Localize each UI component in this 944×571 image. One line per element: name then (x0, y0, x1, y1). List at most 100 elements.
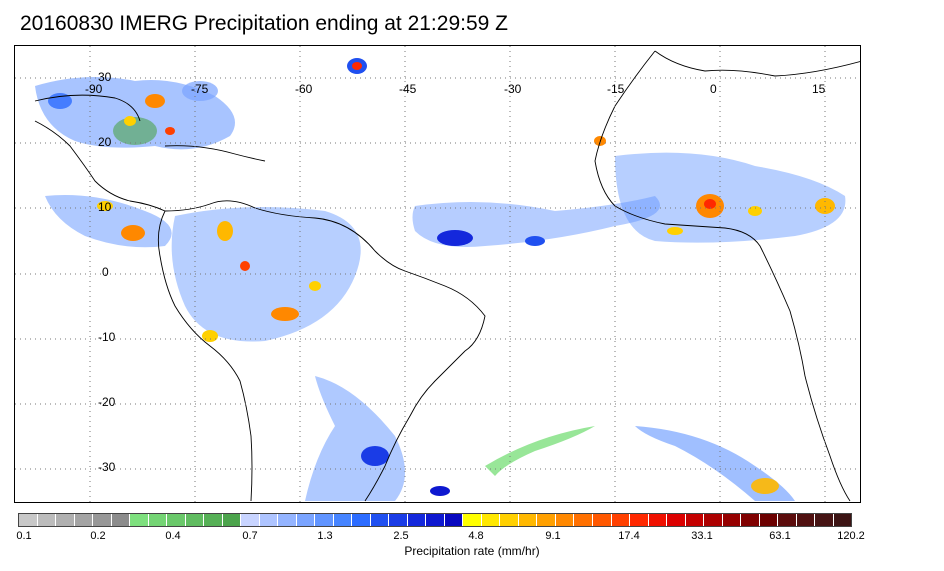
colorbar-cell (370, 514, 390, 526)
precip-cell (113, 117, 157, 145)
precip-area-south-atlantic-arc (485, 426, 595, 476)
colorbar-cell (185, 514, 205, 526)
colorbar-cell (555, 514, 575, 526)
colorbar-cell (630, 514, 649, 526)
lat-label: -20 (98, 395, 116, 409)
colorbar-cell (611, 514, 631, 526)
colorbar-cell (796, 514, 816, 526)
precip-cell (165, 127, 175, 135)
precip-cell (121, 225, 145, 241)
colorbar-cell (759, 514, 779, 526)
precip-cell (525, 236, 545, 246)
colorbar-cell (537, 514, 556, 526)
colorbar-cell (574, 514, 593, 526)
colorbar-tick-label: 0.2 (90, 530, 106, 542)
lon-label: -15 (607, 82, 625, 96)
colorbar-cell (111, 514, 131, 526)
lat-label: -10 (98, 330, 116, 344)
colorbar-cell (778, 514, 797, 526)
colorbar-cell (93, 514, 112, 526)
colorbar-tick-label: 120.2 (837, 530, 865, 542)
precipitation-map: -90 -75 -60 -45 -30 -15 0 15 30 20 10 0 … (14, 45, 861, 503)
precip-cell (667, 227, 683, 235)
colorbar-cell (481, 514, 501, 526)
colorbar-tick-label: 0.1 (16, 530, 32, 542)
precip-cell (240, 261, 250, 271)
colorbar-cell (389, 514, 408, 526)
colorbar-cell (592, 514, 612, 526)
lat-label: 10 (98, 200, 112, 214)
colorbar-cell (741, 514, 760, 526)
colorbar-tick-label: 33.1 (691, 530, 713, 542)
precip-cell (271, 307, 299, 321)
colorbar-cell (296, 514, 316, 526)
precip-area-itcz (412, 196, 660, 247)
colorbar-cell (333, 514, 353, 526)
lon-label: 0 (710, 82, 717, 96)
precip-cell (437, 230, 473, 246)
precip-cell (430, 486, 450, 496)
colorbar-label: Precipitation rate (mm/hr) (404, 544, 540, 558)
colorbar (18, 513, 852, 527)
colorbar-cell (130, 514, 149, 526)
colorbar-tick-label: 9.1 (545, 530, 561, 542)
precip-cell (124, 116, 136, 126)
lon-label: -30 (504, 82, 522, 96)
precip-cell (361, 446, 389, 466)
precip-cell (751, 478, 779, 494)
colorbar-cell (278, 514, 297, 526)
colorbar-tick-label: 1.3 (317, 530, 333, 542)
colorbar-cell (222, 514, 242, 526)
precip-area-amazon (171, 207, 361, 342)
map-canvas (15, 46, 860, 502)
colorbar-tick-label: 0.4 (165, 530, 181, 542)
precip-cell (748, 206, 762, 216)
colorbar-cell (518, 514, 538, 526)
precip-cell (704, 199, 716, 209)
colorbar-cell (444, 514, 464, 526)
coastline-central-america (34, 120, 166, 212)
colorbar-cell (315, 514, 334, 526)
colorbar-cell (833, 514, 852, 526)
colorbar-cell (241, 514, 260, 526)
colorbar-cell (259, 514, 279, 526)
precip-cell (217, 221, 233, 241)
colorbar-cell (407, 514, 427, 526)
precip-area-west-africa (615, 152, 846, 243)
lon-label: -75 (191, 82, 209, 96)
lat-label: -30 (98, 460, 116, 474)
colorbar-cell (463, 514, 482, 526)
colorbar-cell (500, 514, 519, 526)
coastline-gulf (34, 94, 141, 122)
precip-cell (309, 281, 321, 291)
colorbar-tick-label: 2.5 (393, 530, 409, 542)
colorbar-cell (704, 514, 723, 526)
coastline-africa (594, 50, 851, 502)
colorbar-tick-label: 0.7 (242, 530, 258, 542)
precip-cell (202, 330, 218, 342)
lat-label: 0 (102, 265, 109, 279)
colorbar-cell (56, 514, 75, 526)
page-title: 20160830 IMERG Precipitation ending at 2… (20, 12, 508, 35)
precipitation-layer (35, 58, 846, 501)
coastline-cuba (164, 145, 266, 162)
lat-label: 20 (98, 135, 112, 149)
colorbar-cell (37, 514, 57, 526)
colorbar-cell (815, 514, 834, 526)
coastline-south-america-west (157, 210, 253, 502)
colorbar-cell (426, 514, 445, 526)
colorbar-cell (167, 514, 186, 526)
lon-label: -60 (295, 82, 313, 96)
colorbar-cell (648, 514, 668, 526)
precip-cell (145, 94, 165, 108)
precip-area-southern-south-america (305, 376, 405, 501)
precip-cell (352, 62, 362, 70)
lat-label: 30 (98, 70, 112, 84)
lon-label: -45 (399, 82, 417, 96)
colorbar-cell (19, 514, 38, 526)
lon-label: -90 (85, 82, 103, 96)
lon-label: 15 (812, 82, 826, 96)
colorbar-cell (722, 514, 742, 526)
colorbar-cell (667, 514, 686, 526)
colorbar-cell (352, 514, 371, 526)
